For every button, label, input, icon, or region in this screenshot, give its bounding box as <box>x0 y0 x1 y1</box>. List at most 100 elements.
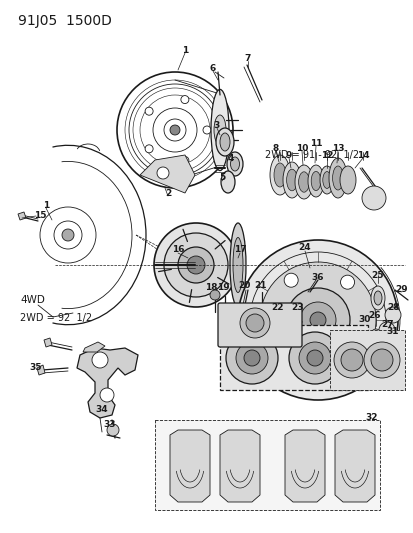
Circle shape <box>298 342 330 374</box>
Text: 19: 19 <box>216 284 229 293</box>
Circle shape <box>243 350 259 366</box>
Text: 1: 1 <box>43 200 49 209</box>
Text: 7: 7 <box>244 53 251 62</box>
Ellipse shape <box>339 166 355 194</box>
Ellipse shape <box>233 238 242 293</box>
Circle shape <box>240 308 269 338</box>
Ellipse shape <box>368 329 382 351</box>
Text: 24: 24 <box>298 244 311 253</box>
Text: 13: 13 <box>331 143 344 152</box>
Text: 14: 14 <box>356 150 368 159</box>
Circle shape <box>245 314 263 332</box>
Bar <box>329 330 404 390</box>
Text: 12: 12 <box>320 150 332 159</box>
Text: 22: 22 <box>271 303 284 312</box>
Circle shape <box>145 145 153 153</box>
Circle shape <box>378 322 394 338</box>
Ellipse shape <box>216 128 233 156</box>
Text: 30: 30 <box>358 316 370 325</box>
Polygon shape <box>44 338 52 347</box>
Circle shape <box>237 240 397 400</box>
Circle shape <box>259 262 375 378</box>
Ellipse shape <box>214 115 225 145</box>
Text: 11: 11 <box>309 139 321 148</box>
Ellipse shape <box>373 291 381 305</box>
Circle shape <box>370 349 392 371</box>
Polygon shape <box>77 348 138 418</box>
Circle shape <box>154 223 237 307</box>
Circle shape <box>209 290 219 300</box>
Circle shape <box>363 342 399 378</box>
Circle shape <box>202 126 211 134</box>
Circle shape <box>333 342 369 378</box>
Polygon shape <box>219 430 259 502</box>
Ellipse shape <box>269 155 289 195</box>
Circle shape <box>384 307 400 323</box>
Ellipse shape <box>332 166 342 190</box>
Polygon shape <box>37 365 45 375</box>
Circle shape <box>100 388 114 402</box>
Text: 31: 31 <box>386 327 398 336</box>
Ellipse shape <box>294 165 312 199</box>
Polygon shape <box>284 430 324 502</box>
Circle shape <box>92 352 108 368</box>
Circle shape <box>288 332 340 384</box>
Text: 15: 15 <box>34 211 46 220</box>
Text: 33: 33 <box>104 421 116 430</box>
Circle shape <box>264 326 278 340</box>
Circle shape <box>309 361 323 375</box>
Text: 2WD = 91 - 92  1/2: 2WD = 91 - 92 1/2 <box>264 150 358 160</box>
Circle shape <box>355 329 369 343</box>
Circle shape <box>62 229 74 241</box>
Ellipse shape <box>221 171 235 193</box>
Polygon shape <box>170 430 209 502</box>
Circle shape <box>299 302 335 338</box>
Circle shape <box>309 312 325 328</box>
Polygon shape <box>18 212 26 220</box>
Text: 91J05  1500D: 91J05 1500D <box>18 14 112 28</box>
Circle shape <box>170 125 180 135</box>
Ellipse shape <box>211 90 228 171</box>
Circle shape <box>283 273 297 287</box>
Circle shape <box>107 424 119 436</box>
Text: 29: 29 <box>395 286 407 295</box>
Polygon shape <box>334 430 374 502</box>
Text: 25: 25 <box>371 271 383 279</box>
Ellipse shape <box>230 223 245 307</box>
Ellipse shape <box>226 152 242 176</box>
Text: 8: 8 <box>272 143 278 152</box>
Circle shape <box>306 350 322 366</box>
Text: 23: 23 <box>291 303 304 312</box>
Text: 2WD = 92  1/2: 2WD = 92 1/2 <box>20 313 92 323</box>
Text: 5: 5 <box>218 174 225 182</box>
Text: 4WD: 4WD <box>20 295 45 305</box>
Text: 3: 3 <box>214 120 220 130</box>
Ellipse shape <box>230 157 239 171</box>
Text: 36: 36 <box>311 273 323 282</box>
Polygon shape <box>140 155 195 193</box>
Circle shape <box>180 156 188 165</box>
Ellipse shape <box>219 133 230 151</box>
Text: 34: 34 <box>95 406 108 415</box>
Ellipse shape <box>328 158 346 198</box>
Circle shape <box>178 247 214 283</box>
Text: 2: 2 <box>164 189 171 198</box>
Polygon shape <box>83 342 105 352</box>
Text: 6: 6 <box>209 63 216 72</box>
Text: 20: 20 <box>237 280 249 289</box>
FancyBboxPatch shape <box>218 303 301 347</box>
Circle shape <box>235 342 267 374</box>
Circle shape <box>225 332 277 384</box>
Ellipse shape <box>286 169 297 191</box>
Text: 27: 27 <box>381 320 393 329</box>
Circle shape <box>145 107 153 115</box>
Circle shape <box>285 288 349 352</box>
Ellipse shape <box>311 172 320 191</box>
Circle shape <box>187 256 204 274</box>
Ellipse shape <box>322 172 330 188</box>
Ellipse shape <box>282 162 300 198</box>
Text: 32: 32 <box>365 414 377 423</box>
Circle shape <box>361 186 385 210</box>
Ellipse shape <box>307 165 323 197</box>
Text: 10: 10 <box>295 143 307 152</box>
